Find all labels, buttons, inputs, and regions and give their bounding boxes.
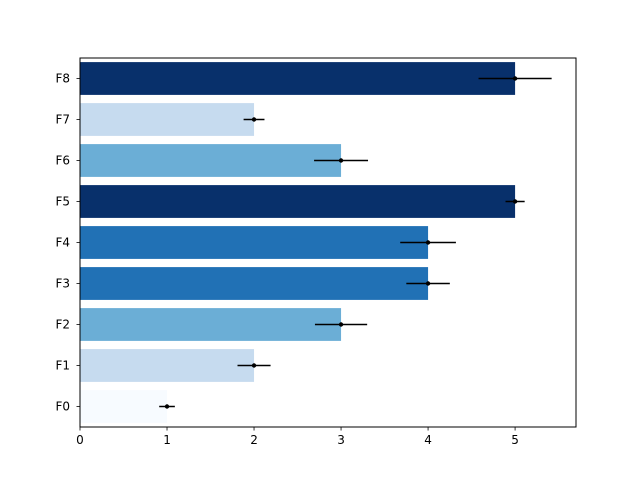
error-point-f1 xyxy=(251,363,257,368)
y-tick-label-f3: F3 xyxy=(55,277,70,291)
bar-f2 xyxy=(80,308,342,341)
y-axis: F0 F1 F2 F3 F4 F5 F6 F7 F8 xyxy=(55,72,80,414)
bar-f3 xyxy=(80,267,429,300)
bar-f6 xyxy=(80,144,342,177)
bar-f7 xyxy=(80,103,255,136)
error-bars-layer xyxy=(159,76,552,409)
bar-f4 xyxy=(80,226,429,259)
y-tick-label-f1: F1 xyxy=(55,359,70,373)
error-point-f4 xyxy=(425,240,431,245)
error-point-f0 xyxy=(164,404,170,409)
y-tick-label-f2: F2 xyxy=(55,318,70,332)
error-point-f7 xyxy=(251,117,257,122)
bar-f5 xyxy=(80,185,516,218)
bar-f0 xyxy=(80,390,168,423)
x-tick-label-1: 1 xyxy=(163,433,171,447)
error-point-f5 xyxy=(512,199,518,204)
bar-f1 xyxy=(80,349,255,382)
x-tick-label-5: 5 xyxy=(511,433,519,447)
bar-f8 xyxy=(80,62,516,95)
y-tick-label-f6: F6 xyxy=(55,154,70,168)
y-tick-label-f8: F8 xyxy=(55,72,70,86)
y-tick-label-f7: F7 xyxy=(55,113,70,127)
x-tick-label-0: 0 xyxy=(76,433,84,447)
error-point-f8 xyxy=(512,76,518,81)
error-point-f3 xyxy=(425,281,431,286)
error-point-f6 xyxy=(338,158,344,163)
x-tick-label-4: 4 xyxy=(424,433,432,447)
bars-layer xyxy=(80,62,516,423)
y-tick-label-f4: F4 xyxy=(55,236,70,250)
x-tick-label-2: 2 xyxy=(250,433,258,447)
y-tick-label-f0: F0 xyxy=(55,400,70,414)
x-tick-label-3: 3 xyxy=(337,433,345,447)
error-point-f2 xyxy=(338,322,344,327)
x-axis: 0 1 2 3 4 5 xyxy=(76,427,519,447)
y-tick-label-f5: F5 xyxy=(55,195,70,209)
